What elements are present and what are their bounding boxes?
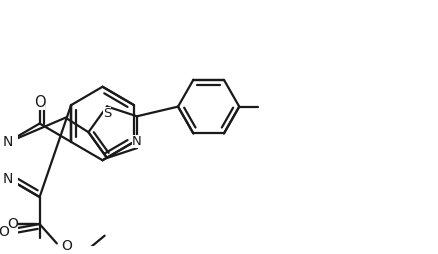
Text: S: S: [103, 107, 111, 120]
Text: N: N: [3, 172, 13, 186]
Text: O: O: [34, 95, 46, 110]
Text: O: O: [0, 225, 9, 239]
Text: N: N: [132, 135, 142, 148]
Text: O: O: [61, 239, 72, 253]
Text: O: O: [7, 217, 18, 231]
Text: N: N: [3, 135, 13, 149]
